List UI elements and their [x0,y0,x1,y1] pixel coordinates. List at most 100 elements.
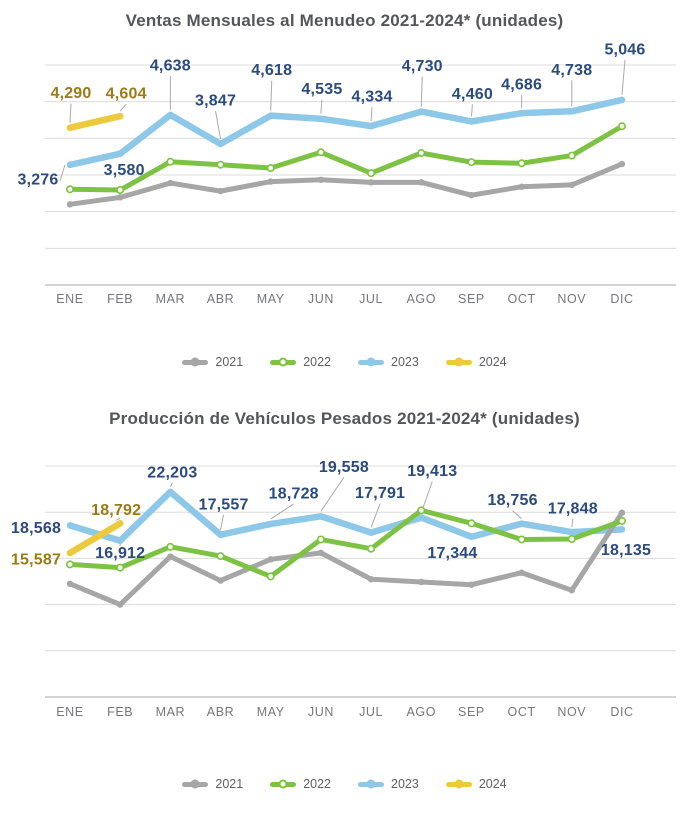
month-label-FEB: FEB [107,292,133,306]
data-point-2022 [467,519,476,528]
legend-dot-icon [454,357,464,367]
label-leader-line [270,503,294,520]
data-point-2024 [66,124,74,131]
label-leader-line [512,510,522,520]
data-point-2023 [167,488,174,496]
data-label-2023: 3,847 [195,92,236,109]
data-label-2023: 5,046 [604,41,645,58]
series-line-2021 [67,161,625,207]
month-label-MAY: MAY [257,705,285,719]
data-point-2022 [116,186,125,195]
month-label-AGO: AGO [406,705,436,719]
label-leader-line [270,80,273,111]
data-label-2023: 4,638 [150,57,191,74]
series-line-2022 [67,507,625,579]
legend-label: 2021 [215,355,244,369]
data-point-2021 [116,194,124,201]
ventas-chart-svg: 3,276 3,580 4,638 3,847 4,618 4,535 4,334 4,730… [17,41,676,306]
legend-dot-icon [454,779,464,789]
legend-dot-icon [190,779,200,789]
data-point-2023 [217,531,224,538]
month-label-OCT: OCT [508,292,536,306]
data-point-2022 [216,552,225,561]
data-point-2021 [217,187,224,195]
data-point-2022 [166,157,175,166]
month-label-AGO: AGO [406,292,436,306]
legend-line-marker-2022 [270,357,297,367]
legend-line-marker-2024 [445,357,472,367]
data-label-2023: 18,135 [601,542,651,559]
data-point-2023 [116,150,124,157]
data-point-2023 [167,111,174,119]
data-label-2023: 3,580 [104,162,145,179]
data-point-2024 [116,112,124,120]
legend-line-marker-2022 [270,779,297,789]
ventas-chart-title: Ventas Mensuales al Menudeo 2021-2024* (… [125,11,564,30]
label-leader-line [470,104,473,117]
data-point-2022 [266,164,275,173]
data-point-2021 [518,183,525,190]
label-leader-line [420,76,423,107]
produccion-legend: 2021 2022 2023 2024 [0,777,689,791]
data-point-2021 [367,575,375,583]
data-point-2022 [266,572,275,581]
data-label-2024: 18,792 [91,502,141,519]
data-point-2023 [618,526,626,533]
data-point-2023 [468,118,475,125]
data-point-2022 [66,560,75,569]
data-point-2022 [316,148,325,157]
legend-dot-icon [190,357,200,367]
data-point-2023 [618,96,626,104]
data-point-2021 [167,179,174,187]
month-label-FEB: FEB [107,705,133,719]
month-label-ENE: ENE [56,292,84,306]
data-label-2023: 17,344 [427,545,477,562]
data-point-2023 [317,115,325,122]
month-label-NOV: NOV [557,292,586,306]
ventas-legend: 2021 2022 2023 2024 [0,355,689,369]
data-label-2023: 17,848 [548,501,598,518]
month-label-DIC: DIC [610,292,633,306]
data-label-2024: 15,587 [11,551,61,568]
data-label-2023: 4,460 [452,86,493,103]
legend-dot-icon [366,779,376,789]
legend-label: 2024 [478,355,507,369]
month-label-SEP: SEP [458,705,485,719]
data-point-2022 [66,185,75,194]
data-label-2023: 3,276 [17,171,58,188]
legend-line-marker-2023 [358,779,384,789]
label-leader-line [220,514,225,530]
series-line-2021 [67,510,625,608]
data-label-2023: 22,203 [147,464,197,481]
month-label-JUN: JUN [308,292,334,306]
data-point-2021 [66,201,74,208]
data-point-2021 [418,578,425,586]
data-point-2023 [568,528,575,536]
series-line-2024 [66,112,124,131]
label-leader-line [119,103,127,112]
data-label-2023: 4,535 [301,81,342,98]
data-point-2023 [367,122,375,130]
month-label-NOV: NOV [557,705,586,719]
label-leader-line [370,503,381,528]
data-point-2022 [116,563,125,572]
label-leader-line [169,482,173,488]
legend-item-2023: 2023 [358,777,419,791]
series-line-2022 [67,123,625,193]
data-point-2022 [417,149,426,158]
data-point-2023 [367,529,375,536]
data-point-2021 [116,601,124,608]
data-point-2021 [418,179,425,186]
series-line-2023 [66,488,626,544]
legend-item-2021: 2021 [182,355,243,369]
data-point-2022 [417,506,426,515]
data-label-2023: 4,686 [501,77,542,94]
data-point-2023 [267,112,274,119]
legend-line-marker-2023 [358,357,384,367]
data-point-2022 [617,516,626,525]
data-label-2024: 4,604 [106,86,147,103]
data-point-2021 [317,176,325,183]
legend-item-2021: 2021 [182,777,243,791]
data-point-2022 [567,534,576,543]
data-point-2023 [66,522,74,529]
